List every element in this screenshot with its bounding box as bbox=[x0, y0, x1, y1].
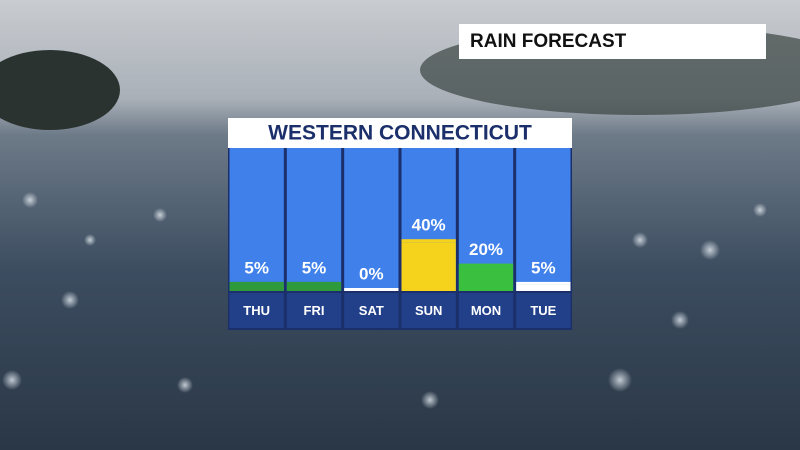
bar bbox=[401, 242, 456, 291]
value-label: 0% bbox=[359, 264, 384, 283]
chart-subtitle: WESTERN CONNECTICUT bbox=[268, 122, 532, 145]
bar-cap bbox=[458, 263, 514, 267]
background-tree bbox=[0, 50, 120, 130]
subtitle-box bbox=[228, 118, 572, 148]
bar bbox=[286, 284, 342, 291]
column bbox=[286, 148, 342, 291]
day-cell bbox=[229, 293, 284, 328]
x-tick-label: MON bbox=[471, 303, 501, 318]
chart-frame bbox=[228, 148, 572, 330]
x-tick-label: TUE bbox=[530, 303, 556, 318]
x-tick-label: FRI bbox=[304, 303, 325, 318]
value-label: 5% bbox=[244, 258, 269, 277]
bar bbox=[229, 284, 284, 291]
day-cell bbox=[286, 293, 342, 328]
background-drops bbox=[2, 192, 767, 409]
value-label: 5% bbox=[302, 258, 327, 277]
chart-title: RAIN FORECAST bbox=[470, 31, 627, 52]
bar-cap bbox=[229, 281, 284, 285]
x-tick-label: SUN bbox=[415, 303, 442, 318]
value-label: 20% bbox=[469, 240, 503, 259]
day-cell bbox=[401, 293, 456, 328]
bar bbox=[458, 266, 514, 291]
bar-cap bbox=[286, 281, 342, 285]
column bbox=[344, 148, 399, 291]
day-cell bbox=[458, 293, 514, 328]
bar bbox=[516, 284, 571, 291]
title-box bbox=[459, 24, 766, 59]
value-label: 5% bbox=[531, 258, 556, 277]
day-cell bbox=[344, 293, 399, 328]
bar-cap bbox=[516, 281, 571, 285]
bar-cap bbox=[344, 288, 399, 291]
x-tick-label: THU bbox=[243, 303, 270, 318]
column bbox=[229, 148, 284, 291]
value-label: 40% bbox=[412, 216, 446, 235]
bar-cap bbox=[401, 239, 456, 243]
x-tick-label: SAT bbox=[359, 303, 384, 318]
day-cell bbox=[516, 293, 571, 328]
column bbox=[516, 148, 571, 291]
